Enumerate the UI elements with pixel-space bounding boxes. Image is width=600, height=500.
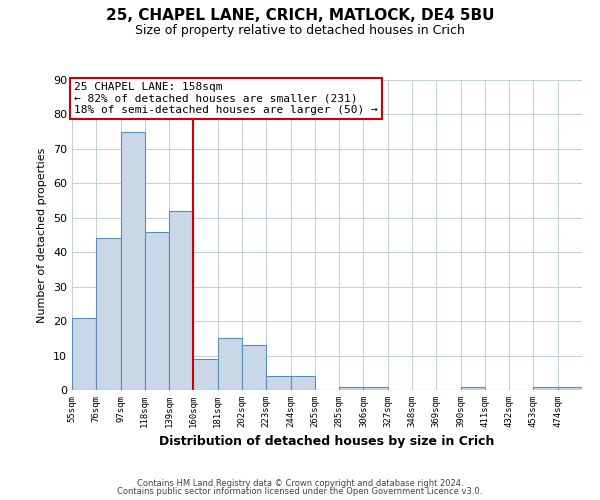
Y-axis label: Number of detached properties: Number of detached properties [37, 148, 47, 322]
Bar [290, 376, 315, 390]
Text: Contains public sector information licensed under the Open Government Licence v3: Contains public sector information licen… [118, 487, 482, 496]
Bar [193, 359, 218, 390]
Bar [558, 386, 582, 390]
Bar [242, 345, 266, 390]
Text: 25, CHAPEL LANE, CRICH, MATLOCK, DE4 5BU: 25, CHAPEL LANE, CRICH, MATLOCK, DE4 5BU [106, 8, 494, 22]
Bar [461, 386, 485, 390]
Text: Size of property relative to detached houses in Crich: Size of property relative to detached ho… [135, 24, 465, 37]
Bar [533, 386, 558, 390]
Bar [169, 211, 193, 390]
Bar [72, 318, 96, 390]
Text: Contains HM Land Registry data © Crown copyright and database right 2024.: Contains HM Land Registry data © Crown c… [137, 478, 463, 488]
X-axis label: Distribution of detached houses by size in Crich: Distribution of detached houses by size … [160, 436, 494, 448]
Bar [364, 386, 388, 390]
Bar [145, 232, 169, 390]
Bar [339, 386, 364, 390]
Bar [266, 376, 290, 390]
Text: 25 CHAPEL LANE: 158sqm
← 82% of detached houses are smaller (231)
18% of semi-de: 25 CHAPEL LANE: 158sqm ← 82% of detached… [74, 82, 377, 115]
Bar [218, 338, 242, 390]
Bar [121, 132, 145, 390]
Bar [96, 238, 121, 390]
